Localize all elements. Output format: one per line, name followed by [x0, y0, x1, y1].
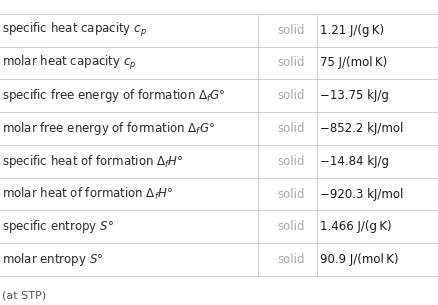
Text: −920.3 kJ/mol: −920.3 kJ/mol	[320, 188, 403, 201]
Text: molar heat capacity $c_p$: molar heat capacity $c_p$	[2, 54, 136, 72]
Text: molar entropy $S°$: molar entropy $S°$	[2, 251, 103, 268]
Text: −852.2 kJ/mol: −852.2 kJ/mol	[320, 122, 403, 135]
Text: solid: solid	[276, 155, 304, 168]
Text: solid: solid	[276, 253, 304, 266]
Text: molar heat of formation $\Delta_f H°$: molar heat of formation $\Delta_f H°$	[2, 186, 173, 202]
Text: 1.466 J/(g K): 1.466 J/(g K)	[320, 220, 391, 233]
Text: molar free energy of formation $\Delta_f G°$: molar free energy of formation $\Delta_f…	[2, 120, 215, 137]
Text: −13.75 kJ/g: −13.75 kJ/g	[320, 89, 389, 102]
Text: 90.9 J/(mol K): 90.9 J/(mol K)	[320, 253, 398, 266]
Text: specific heat of formation $\Delta_f H°$: specific heat of formation $\Delta_f H°$	[2, 153, 183, 170]
Text: solid: solid	[276, 56, 304, 70]
Text: (at STP): (at STP)	[2, 290, 46, 300]
Text: 1.21 J/(g K): 1.21 J/(g K)	[320, 23, 384, 37]
Text: solid: solid	[276, 89, 304, 102]
Text: specific free energy of formation $\Delta_f G°$: specific free energy of formation $\Delt…	[2, 87, 225, 104]
Text: specific heat capacity $c_p$: specific heat capacity $c_p$	[2, 21, 147, 39]
Text: solid: solid	[276, 188, 304, 201]
Text: specific entropy $S°$: specific entropy $S°$	[2, 218, 114, 235]
Text: solid: solid	[276, 122, 304, 135]
Text: solid: solid	[276, 23, 304, 37]
Text: −14.84 kJ/g: −14.84 kJ/g	[320, 155, 389, 168]
Text: 75 J/(mol K): 75 J/(mol K)	[320, 56, 387, 70]
Text: solid: solid	[276, 220, 304, 233]
